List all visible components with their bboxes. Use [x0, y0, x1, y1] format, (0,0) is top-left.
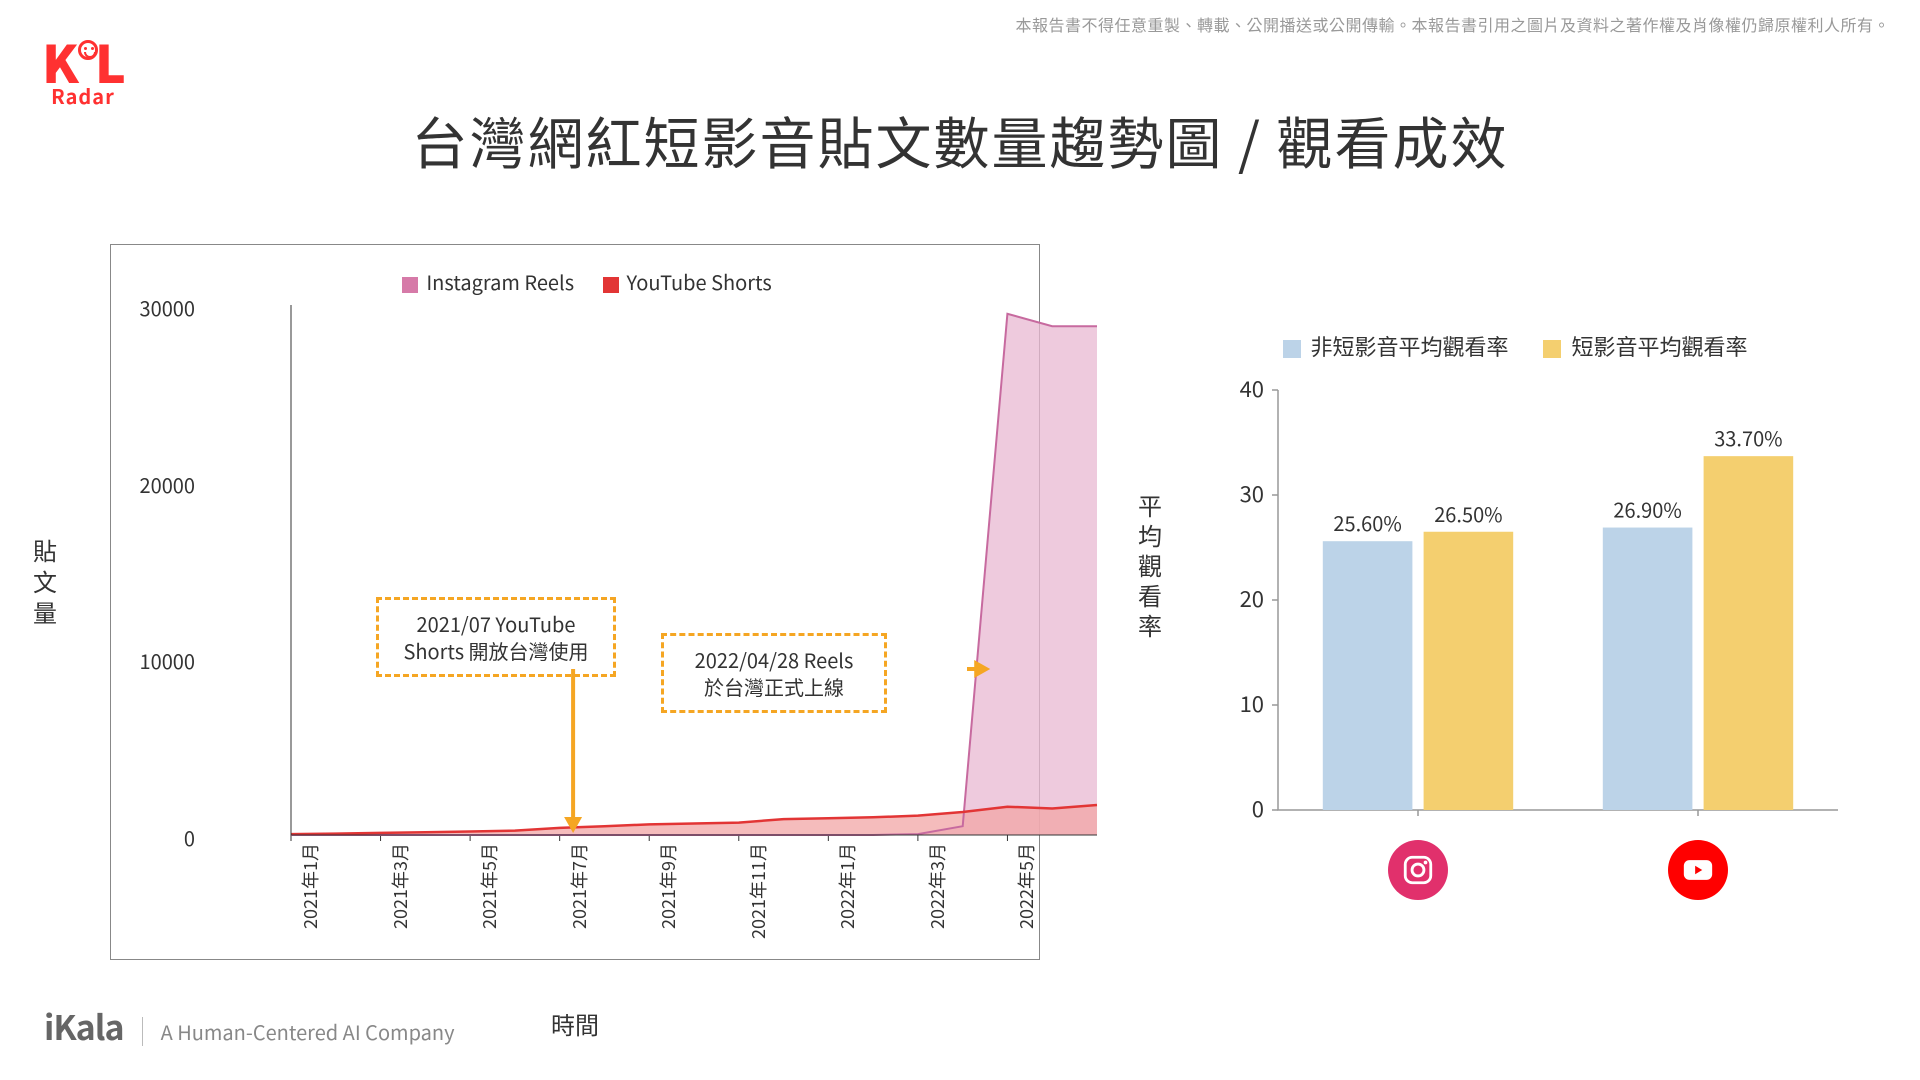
- bar-chart-x-icons: [1218, 840, 1838, 910]
- logo-main: KL: [42, 38, 124, 85]
- line-chart-xtick-label: 2021年3月: [387, 843, 413, 929]
- instagram-icon: [1388, 840, 1448, 900]
- line-chart-ytick-label: 0: [107, 823, 195, 852]
- svg-text:40: 40: [1240, 380, 1264, 404]
- youtube-icon: [1668, 840, 1728, 900]
- svg-text:33.70%: 33.70%: [1714, 423, 1782, 452]
- line-chart-xtick-label: 2021年9月: [655, 843, 681, 929]
- line-chart-plot-area: [291, 305, 1097, 835]
- line-chart-xticks: 2021年1月 2021年3月 2021年5月 2021年7月 2021年9月 2021年…: [291, 843, 1097, 983]
- footer-brand: iKala: [44, 1001, 124, 1050]
- svg-text:0: 0: [1252, 792, 1264, 820]
- line-chart-svg: [291, 305, 1097, 835]
- bar-chart-legend: 非短影音平均觀看率 短影音平均觀看率: [1140, 330, 1860, 362]
- line-chart-legend: Instagram Reels YouTube Shorts: [111, 267, 1039, 296]
- svg-text:25.60%: 25.60%: [1333, 508, 1401, 537]
- line-chart-ytick-label: 30000: [107, 293, 195, 322]
- legend-label-reels: Instagram Reels: [426, 267, 574, 296]
- legend-label-blue: 非短影音平均觀看率: [1311, 330, 1509, 362]
- line-chart-xtick-label: 2022年3月: [924, 843, 950, 929]
- bar-chart-svg: 0 10 20 30 40 25.60% 26.50% 26.90% 33.70%: [1218, 380, 1838, 820]
- smiley-icon: [78, 40, 98, 60]
- svg-text:26.90%: 26.90%: [1613, 495, 1681, 524]
- legend-label-yellow: 短影音平均觀看率: [1571, 330, 1747, 362]
- line-chart-xtick-label: 2022年1月: [834, 843, 860, 929]
- legend-swatch-reels: [402, 277, 418, 293]
- legend-swatch-yellow: [1543, 340, 1561, 358]
- annotation-box: 2022/04/28 Reels於台灣正式上線: [661, 633, 887, 713]
- line-chart-ytick-label: 20000: [107, 470, 195, 499]
- line-chart-frame: Instagram Reels YouTube Shorts 0 10000 200…: [110, 244, 1040, 960]
- bar-chart-region: 非短影音平均觀看率 短影音平均觀看率 平均觀看率 01020304025.60%…: [1140, 300, 1860, 940]
- line-chart-y-label: 貼文量: [30, 534, 60, 628]
- line-chart-xtick-label: 2021年5月: [476, 843, 502, 929]
- footer-logo: iKala A Human-Centered AI Company: [44, 1001, 455, 1050]
- svg-text:30: 30: [1240, 477, 1264, 509]
- line-chart-xtick-label: 2022年5月: [1013, 843, 1039, 929]
- line-chart-ytick-label: 10000: [107, 646, 195, 675]
- svg-text:10: 10: [1240, 687, 1264, 719]
- legend-label-shorts: YouTube Shorts: [627, 267, 772, 296]
- svg-text:20: 20: [1240, 582, 1264, 614]
- bar-chart-y-label: 平均觀看率: [1136, 490, 1164, 640]
- legend-swatch-shorts: [603, 277, 619, 293]
- line-chart-xtick-label: 2021年1月: [297, 843, 323, 929]
- svg-text:26.50%: 26.50%: [1434, 499, 1502, 528]
- disclaimer-text: 本報告書不得任意重製、轉載、公開播送或公開傳輸。本報告書引用之圖片及資料之著作權…: [1015, 12, 1890, 36]
- annotation-box: 2021/07 YouTubeShorts 開放台灣使用: [376, 597, 616, 677]
- line-chart-xtick-label: 2021年11月: [745, 843, 771, 939]
- line-chart-xtick-label: 2021年7月: [566, 843, 592, 929]
- legend-swatch-blue: [1283, 340, 1301, 358]
- footer-tagline: A Human-Centered AI Company: [142, 1017, 455, 1046]
- page-title: 台灣網紅短影音貼文數量趨勢圖 / 觀看成效: [0, 100, 1920, 181]
- bar-chart-plot-area: 0 10 20 30 40 25.60% 26.50% 26.90% 33.70%: [1218, 380, 1838, 820]
- line-chart-region: 貼文量 Instagram Reels YouTube Shorts 0 1000…: [30, 244, 1050, 964]
